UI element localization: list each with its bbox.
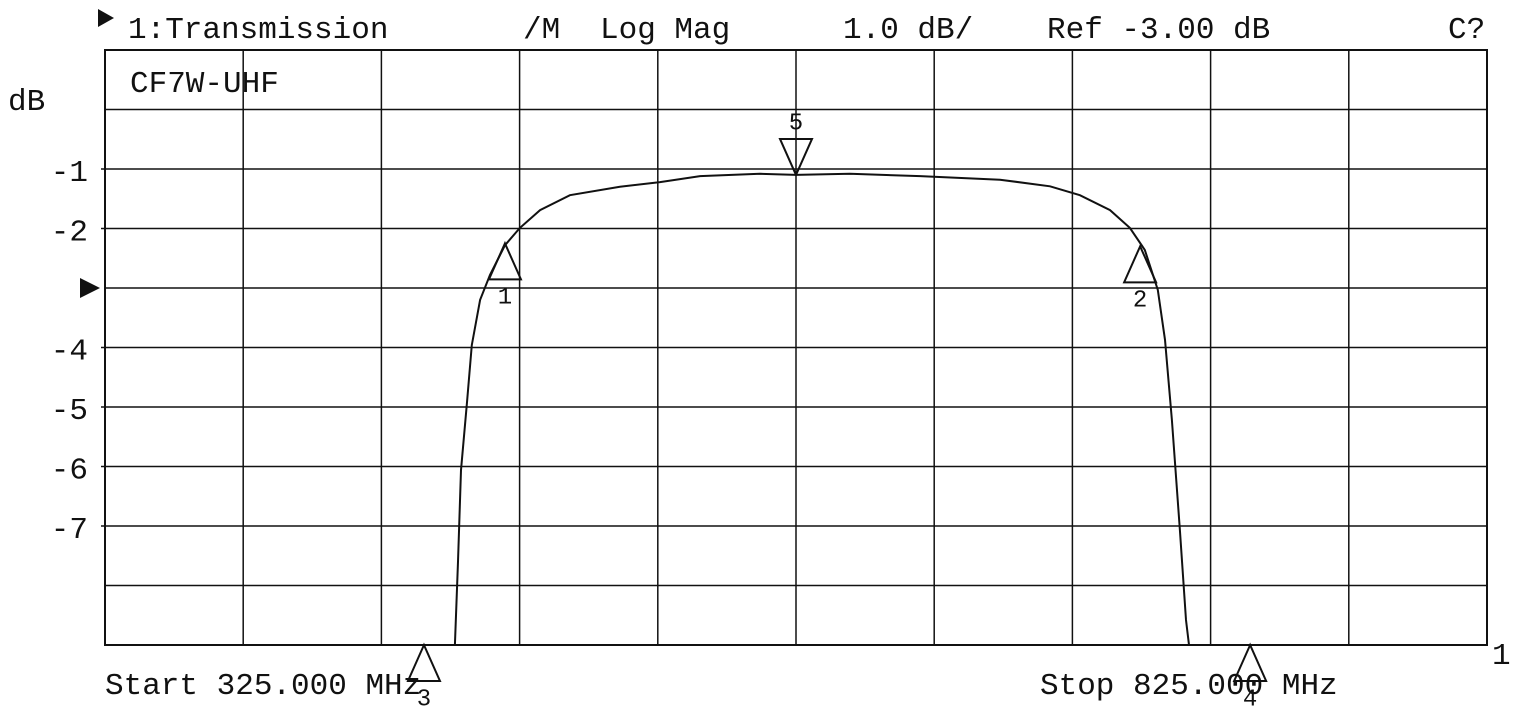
y-tick-label: -5 — [51, 394, 88, 429]
reference-arrow — [80, 278, 100, 298]
chart-title: CF7W-UHF — [130, 67, 279, 102]
y-tick-label: -7 — [51, 513, 88, 548]
format-flag: /M — [523, 13, 560, 48]
start-label: Start 325.000 MHz — [105, 669, 421, 704]
format: Log Mag — [600, 13, 730, 48]
y-axis-label: dB — [8, 85, 45, 120]
y-tick-label: -1 — [51, 156, 88, 191]
marker — [487, 240, 523, 281]
active-channel-arrow — [98, 9, 114, 27]
scale: 1.0 dB/ — [843, 13, 973, 48]
marker — [406, 642, 442, 682]
marker — [1122, 243, 1158, 284]
marker-label: 4 — [1243, 686, 1257, 713]
marker — [1232, 642, 1268, 682]
marker-label: 5 — [789, 110, 803, 137]
cal-status: C? — [1448, 13, 1485, 48]
y-tick-label: -4 — [51, 335, 88, 370]
marker-label: 2 — [1133, 288, 1147, 315]
stop-label: Stop 825.000 MHz — [1040, 669, 1338, 704]
channel-marker: 1 — [1492, 639, 1511, 674]
channel-label: 1:Transmission — [128, 13, 388, 48]
y-tick-label: -6 — [51, 454, 88, 489]
y-tick-label: -2 — [51, 216, 88, 251]
trace — [105, 172, 1487, 646]
marker — [778, 137, 814, 178]
marker-label: 1 — [498, 285, 512, 312]
reference: Ref -3.00 dB — [1047, 13, 1270, 48]
marker-label: 3 — [417, 686, 431, 713]
